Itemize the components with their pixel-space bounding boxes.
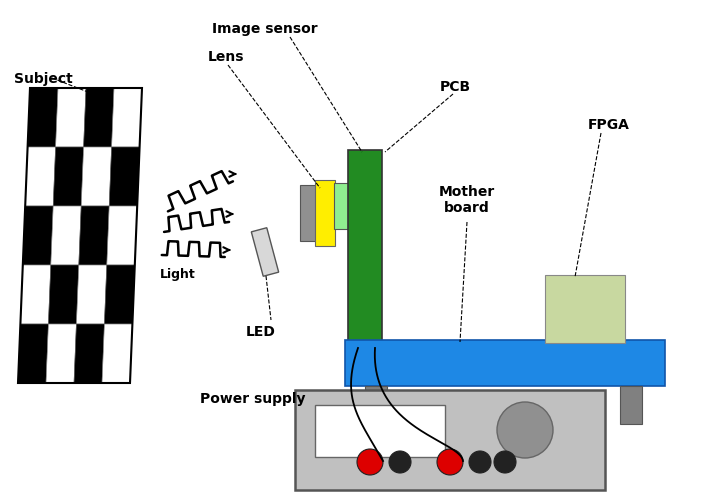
- Polygon shape: [102, 324, 132, 383]
- Polygon shape: [81, 147, 111, 206]
- Circle shape: [357, 449, 383, 475]
- Bar: [365, 386, 387, 424]
- Bar: [334, 183, 350, 229]
- Polygon shape: [109, 147, 139, 206]
- Bar: [252, 228, 279, 276]
- Circle shape: [497, 402, 553, 458]
- Circle shape: [437, 449, 463, 475]
- Polygon shape: [55, 88, 86, 147]
- Polygon shape: [104, 265, 135, 324]
- Polygon shape: [48, 265, 79, 324]
- Bar: [295, 390, 605, 490]
- Polygon shape: [107, 206, 137, 265]
- Circle shape: [389, 451, 411, 473]
- Polygon shape: [46, 324, 76, 383]
- Text: PCB: PCB: [440, 80, 471, 94]
- Bar: [620, 386, 642, 424]
- Circle shape: [494, 451, 516, 473]
- Text: Subject: Subject: [14, 72, 73, 86]
- Text: Mother
board: Mother board: [439, 185, 495, 215]
- Polygon shape: [79, 206, 109, 265]
- Polygon shape: [83, 88, 114, 147]
- Polygon shape: [20, 265, 50, 324]
- Text: Image sensor: Image sensor: [212, 22, 318, 36]
- Circle shape: [469, 451, 491, 473]
- Text: FPGA: FPGA: [588, 118, 630, 132]
- Polygon shape: [18, 324, 48, 383]
- Polygon shape: [25, 147, 55, 206]
- Polygon shape: [50, 206, 81, 265]
- Polygon shape: [76, 265, 107, 324]
- Text: Power supply: Power supply: [200, 392, 306, 406]
- Polygon shape: [111, 88, 142, 147]
- Bar: [315, 180, 335, 246]
- Bar: [315, 405, 445, 457]
- Polygon shape: [53, 147, 83, 206]
- Bar: [300, 185, 316, 241]
- Bar: [345, 340, 665, 386]
- Text: Lens: Lens: [208, 50, 245, 64]
- Polygon shape: [74, 324, 104, 383]
- Bar: [545, 275, 625, 343]
- Text: Light: Light: [160, 268, 196, 281]
- Bar: [348, 150, 382, 350]
- Polygon shape: [23, 206, 53, 265]
- Text: LED: LED: [246, 325, 276, 339]
- Polygon shape: [27, 88, 58, 147]
